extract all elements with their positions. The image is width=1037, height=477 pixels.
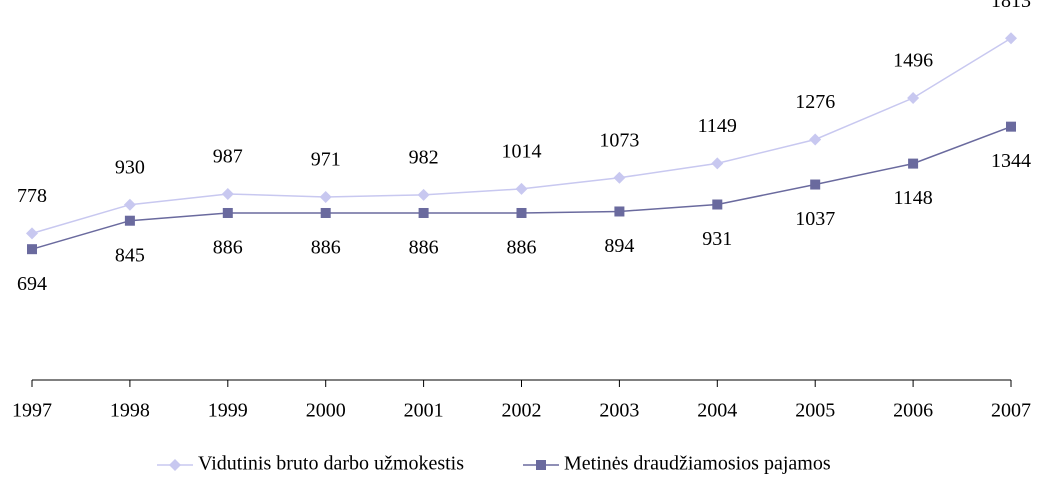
data-label: 1276: [795, 91, 835, 113]
point: [516, 207, 527, 218]
data-label: 886: [311, 237, 341, 259]
point: [614, 206, 625, 217]
x-tick-label: 2006: [893, 400, 933, 422]
point: [613, 171, 626, 184]
point: [515, 182, 528, 195]
data-label: 1037: [795, 208, 835, 230]
point: [809, 133, 822, 146]
data-label: 1496: [893, 50, 933, 72]
data-label: 1344: [991, 150, 1031, 172]
legend-label: Vidutinis bruto darbo užmokestis: [198, 453, 464, 475]
point: [320, 207, 331, 218]
point: [27, 244, 37, 255]
point: [712, 199, 723, 210]
data-label: 930: [115, 156, 145, 178]
x-tick-label: 2001: [404, 400, 444, 422]
x-tick-label: 2000: [306, 400, 346, 422]
point: [222, 207, 233, 218]
legend-label: Metinės draudžiamosios pajamos: [564, 453, 831, 475]
point: [26, 227, 38, 240]
point: [123, 198, 136, 211]
data-label: 886: [213, 237, 243, 259]
x-tick-label: 2003: [599, 400, 639, 422]
data-label: 886: [409, 237, 439, 259]
legend-marker: [169, 459, 181, 471]
point: [319, 190, 332, 203]
point: [417, 188, 430, 201]
data-label: 971: [311, 149, 341, 171]
x-tick-label: 2004: [697, 400, 737, 422]
point: [908, 158, 919, 169]
point: [418, 207, 429, 218]
data-label: 894: [604, 235, 634, 257]
data-label: 1014: [502, 140, 542, 162]
data-label: 987: [213, 146, 243, 168]
x-tick-label: 1997: [12, 400, 52, 422]
point: [711, 157, 724, 170]
x-tick-label: 2002: [502, 400, 542, 422]
point: [221, 187, 234, 200]
x-tick-label: 2007: [991, 400, 1031, 422]
data-label: 1073: [599, 129, 639, 151]
data-label: 845: [115, 244, 145, 266]
point: [810, 179, 821, 190]
point: [124, 215, 135, 226]
data-label: 1149: [698, 115, 737, 137]
x-tick-label: 2005: [795, 400, 835, 422]
point: [1005, 32, 1017, 45]
x-tick-label: 1999: [208, 400, 248, 422]
legend-marker: [536, 460, 546, 470]
point: [907, 92, 920, 105]
data-label: 1148: [893, 187, 932, 209]
data-label: 982: [409, 146, 439, 168]
series-line: [31, 37, 1012, 235]
x-tick-label: 1998: [110, 400, 150, 422]
data-label: 778: [17, 185, 47, 207]
data-label: 886: [507, 237, 537, 259]
data-label: 1813: [991, 0, 1031, 12]
data-label: 931: [702, 228, 732, 250]
data-label: 694: [17, 273, 47, 295]
point: [1006, 121, 1016, 132]
